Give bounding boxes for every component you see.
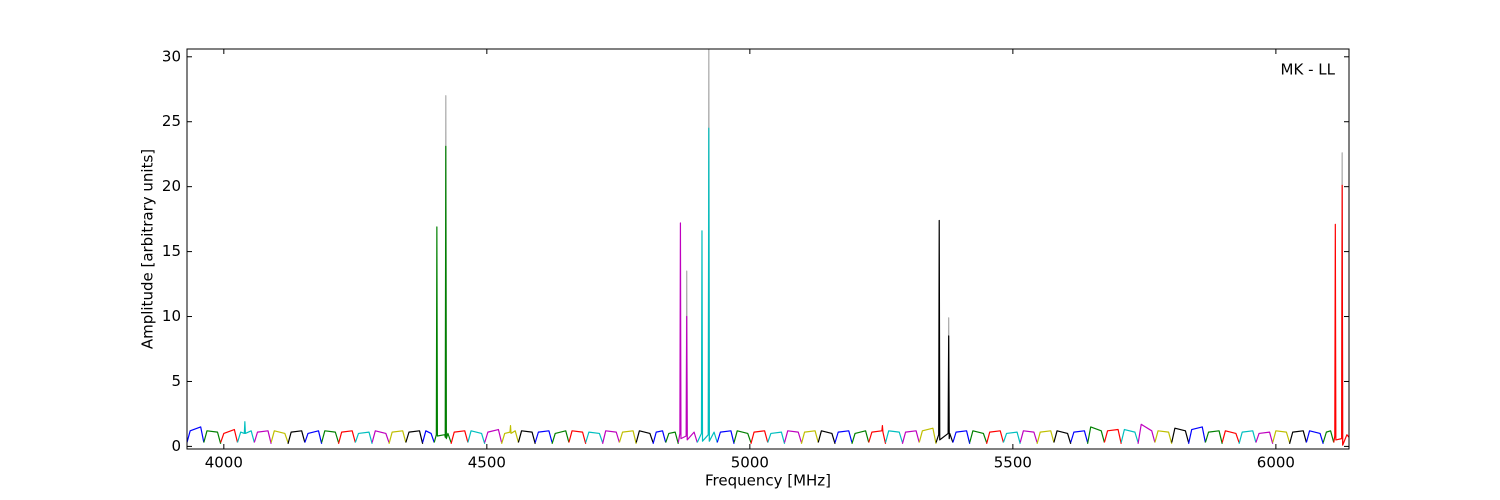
spectrum-line bbox=[1120, 428, 1139, 443]
spectrum-line bbox=[969, 430, 988, 443]
spectrum-line bbox=[1187, 426, 1206, 444]
spectrum-line bbox=[500, 425, 519, 444]
spectrum-line bbox=[1002, 431, 1021, 444]
spectrum-line bbox=[517, 430, 536, 444]
spectrum-line bbox=[187, 426, 205, 443]
spectrum-line bbox=[1171, 427, 1190, 443]
x-axis-label: Frequency [MHz] bbox=[705, 472, 831, 490]
spectrum-line bbox=[635, 430, 654, 443]
spectrum-line bbox=[433, 145, 452, 443]
spectrum-line bbox=[1053, 430, 1072, 444]
y-axis-label: Amplitude [arbitrary units] bbox=[139, 149, 157, 349]
spectrum-line bbox=[484, 428, 503, 443]
x-tick-label: 4000 bbox=[205, 454, 243, 472]
spectrum-line bbox=[733, 430, 752, 443]
y-tick-label: 0 bbox=[171, 437, 181, 455]
spectrum-line bbox=[1322, 430, 1335, 443]
plot-frame bbox=[186, 48, 1350, 450]
spectrum-line bbox=[450, 430, 469, 444]
spectrum-line bbox=[952, 430, 971, 444]
spectrum-line bbox=[1204, 430, 1223, 444]
spectrum-line bbox=[716, 430, 735, 444]
spectrum-line bbox=[1036, 430, 1055, 444]
spectrum-line bbox=[321, 430, 340, 443]
spectrum-line bbox=[652, 430, 667, 444]
annotation: MK - LL bbox=[1281, 61, 1336, 79]
y-tick-label: 30 bbox=[162, 47, 181, 65]
spectrum-line bbox=[422, 430, 435, 443]
spectrum-line bbox=[884, 430, 903, 443]
spectrum-line bbox=[585, 431, 604, 443]
spectrum-line bbox=[677, 222, 698, 443]
spectrum-line bbox=[985, 430, 1004, 444]
spectrum-line bbox=[371, 430, 390, 443]
spectrum-line bbox=[750, 430, 769, 444]
spectrum-line bbox=[1103, 428, 1122, 444]
y-tick-label: 15 bbox=[162, 242, 181, 260]
spectrum-line bbox=[901, 430, 920, 444]
spectrum-line bbox=[1238, 430, 1257, 444]
spectrum-line bbox=[388, 430, 407, 444]
spectrum-line bbox=[1070, 430, 1089, 443]
spectrum-line bbox=[851, 430, 870, 444]
plot-lines bbox=[187, 49, 1349, 446]
x-tick-label: 4500 bbox=[468, 454, 506, 472]
spectrum-line bbox=[696, 127, 718, 443]
spectrum-line bbox=[354, 431, 373, 444]
spectrum-line bbox=[1086, 426, 1105, 444]
spectrum-line bbox=[534, 430, 553, 443]
x-tick-label: 5500 bbox=[994, 454, 1032, 472]
spectrum-line bbox=[287, 430, 306, 444]
spectrum-line bbox=[1137, 423, 1156, 444]
spectrum-line bbox=[618, 430, 637, 444]
spectrum-line bbox=[1221, 430, 1240, 443]
spectrum-line bbox=[665, 431, 679, 444]
spectrum-line bbox=[935, 219, 954, 443]
x-tick-label: 5000 bbox=[731, 454, 769, 472]
spectrum-line bbox=[1333, 184, 1349, 446]
y-tick-label: 25 bbox=[162, 112, 181, 130]
spectrum-line bbox=[800, 430, 819, 444]
y-tick-label: 5 bbox=[171, 372, 181, 390]
spectrum-line bbox=[253, 430, 272, 444]
spectrum-line bbox=[1019, 430, 1038, 443]
spectrum-line bbox=[220, 428, 239, 443]
spectrum-line bbox=[203, 430, 222, 444]
spectrum-line bbox=[568, 430, 587, 444]
spectrum-line bbox=[270, 430, 289, 443]
spectrum-line bbox=[467, 430, 486, 444]
spectrum-line bbox=[834, 430, 853, 443]
spectrum-line bbox=[1154, 430, 1173, 444]
spectrum-line bbox=[551, 430, 570, 444]
spectrum-line bbox=[918, 427, 937, 444]
spectrum-line bbox=[601, 430, 620, 444]
spectrum-line bbox=[236, 421, 255, 443]
y-tick-label: 20 bbox=[162, 177, 181, 195]
spectrum-line bbox=[1305, 430, 1324, 444]
spectrum-line bbox=[1272, 430, 1291, 443]
spectrum-line bbox=[783, 430, 802, 443]
spectrum-line bbox=[767, 431, 786, 444]
spectrum-line bbox=[1255, 431, 1274, 444]
spectrum-line bbox=[1288, 430, 1307, 444]
spectrum-line bbox=[817, 430, 836, 444]
spectrum-line bbox=[868, 425, 887, 444]
y-tick-label: 10 bbox=[162, 307, 181, 325]
spectrum-line bbox=[304, 430, 323, 444]
spectrum-line bbox=[405, 430, 424, 444]
spectrum-line bbox=[337, 430, 356, 444]
x-tick-label: 6000 bbox=[1257, 454, 1295, 472]
